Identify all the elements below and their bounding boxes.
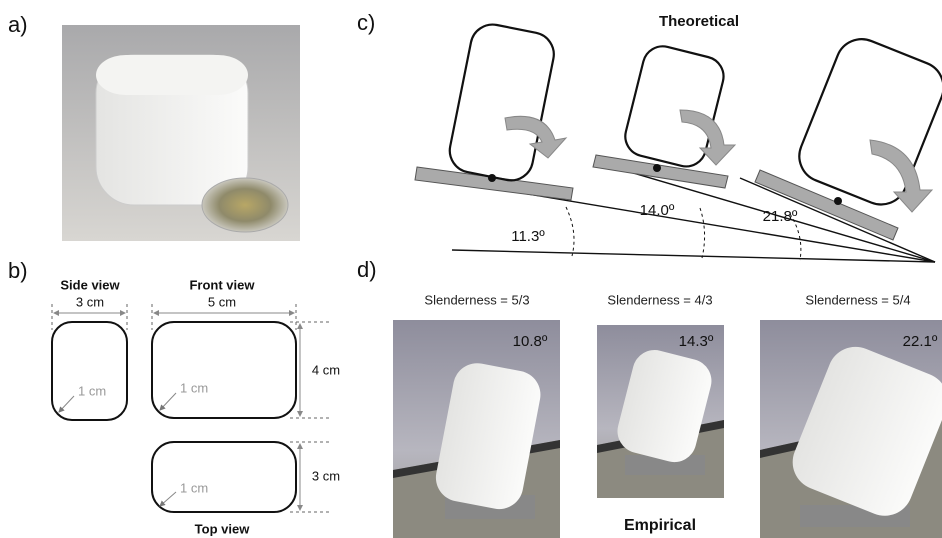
view-title: Top view: [195, 521, 251, 536]
figure: a) b) Side view 3 cm 1 cm Front view 5 c…: [0, 0, 942, 538]
panel-label: a): [8, 12, 28, 37]
dimension: 3 cm: [312, 468, 340, 483]
caption: Slenderness = 5/3: [424, 292, 529, 307]
views: [52, 322, 296, 512]
angle-label: 14.3º: [679, 333, 714, 350]
panel-label: c): [357, 10, 375, 35]
panel-label: d): [357, 257, 377, 282]
view-title: Front view: [189, 277, 255, 292]
angle-label: 22.1º: [903, 333, 938, 350]
radius: 1 cm: [180, 380, 208, 395]
radius: 1 cm: [78, 383, 106, 398]
angle-label: 21.8º: [763, 208, 798, 225]
dim-arrows: [54, 313, 300, 510]
caption: Slenderness = 4/3: [607, 292, 712, 307]
caption: Slenderness = 5/4: [805, 292, 910, 307]
panel-label: b): [8, 258, 28, 283]
angle-label: 10.8º: [513, 333, 548, 350]
dimension: 4 cm: [312, 362, 340, 377]
angle-label: 14.0º: [640, 202, 675, 219]
photo-d: [393, 320, 942, 538]
dimension: 5 cm: [208, 294, 236, 309]
photo-a: [62, 25, 300, 241]
radius: 1 cm: [180, 480, 208, 495]
dimension: 3 cm: [76, 294, 104, 309]
angle-label: 11.3º: [511, 228, 545, 245]
section-title: Empirical: [624, 517, 696, 534]
view-title: Side view: [60, 277, 120, 292]
section-title: Theoretical: [659, 13, 739, 30]
